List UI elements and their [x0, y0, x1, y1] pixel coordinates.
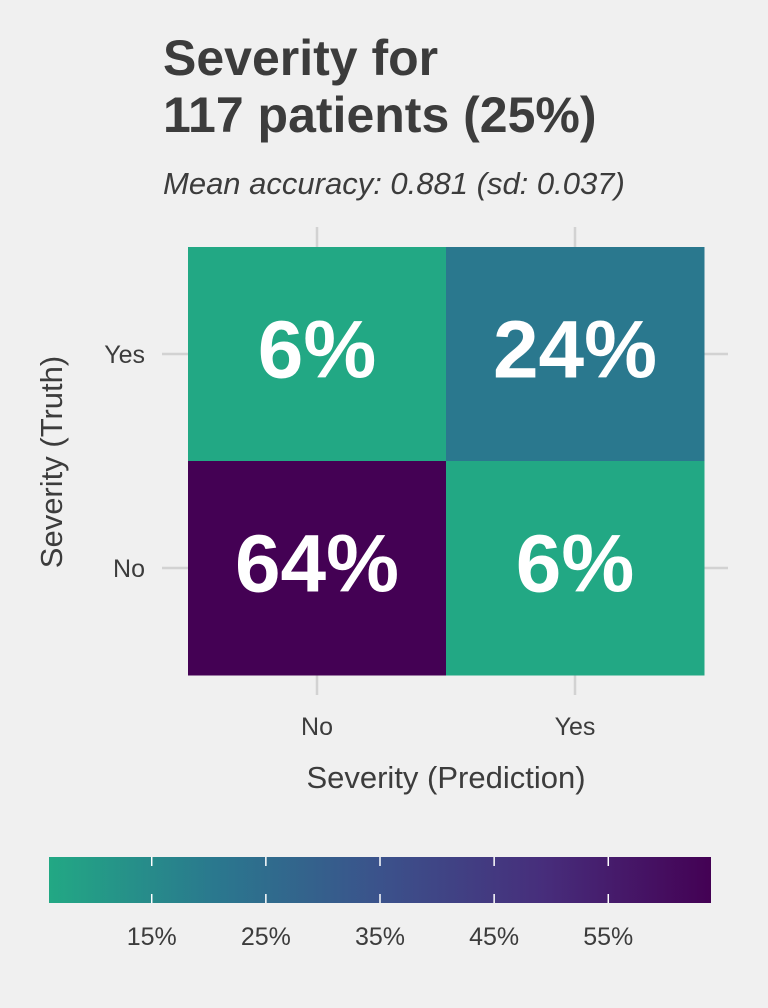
chart-title: Severity for 117 patients (25%)	[163, 30, 597, 144]
chart-title-line-1: Severity for	[163, 30, 439, 86]
x-tick-label: No	[301, 713, 333, 741]
chart-title-line-2: 117 patients (25%)	[163, 87, 597, 143]
chart-subtitle: Mean accuracy: 0.881 (sd: 0.037)	[163, 166, 625, 201]
cell-value-label: 6%	[516, 519, 635, 610]
x-tick-label: Yes	[555, 713, 596, 741]
colorbar-tick-label: 35%	[355, 923, 405, 951]
y-axis-title: Severity (Truth)	[34, 355, 69, 569]
colorbar-tick-label: 55%	[583, 923, 633, 951]
heatmap-cell	[446, 461, 705, 676]
x-axis-title: Severity (Prediction)	[306, 760, 586, 795]
heatmap-cell	[188, 461, 447, 676]
cell-value-label: 24%	[493, 305, 657, 396]
cell-value-label: 64%	[235, 519, 399, 610]
y-tick-label: No	[113, 555, 145, 583]
heatmap-cell	[446, 247, 705, 462]
cell-value-label: 6%	[258, 305, 377, 396]
heatmap-cell	[188, 247, 447, 462]
colorbar-tick-label: 45%	[469, 923, 519, 951]
colorbar-tick-label: 15%	[127, 923, 177, 951]
y-tick-label: Yes	[104, 341, 145, 369]
colorbar-tick-label: 25%	[241, 923, 291, 951]
